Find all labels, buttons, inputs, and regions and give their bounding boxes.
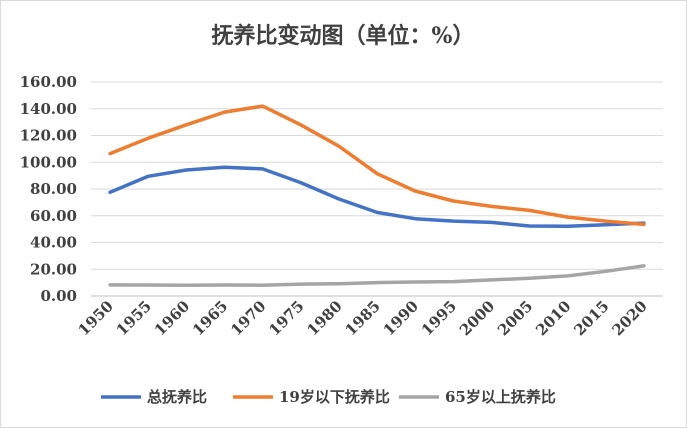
x-tick-label: 2005	[494, 297, 536, 339]
x-tick-label: 2000	[456, 297, 498, 339]
x-axis-ticks: 1950195519601965197019751980198519901995…	[75, 297, 651, 339]
y-tick-label: 140.00	[20, 100, 77, 118]
y-tick-label: 40.00	[30, 234, 77, 252]
x-tick-label: 1950	[75, 297, 117, 339]
legend-label: 65岁以上抚养比	[445, 388, 556, 406]
x-tick-label: 1975	[265, 297, 307, 339]
x-tick-label: 2015	[570, 297, 612, 339]
legend: 总抚养比 19岁以下抚养比 65岁以上抚养比	[101, 388, 556, 406]
x-tick-label: 1965	[189, 297, 231, 339]
x-tick-label: 2010	[532, 297, 574, 339]
y-tick-label: 120.00	[20, 127, 77, 145]
legend-label: 总抚养比	[147, 388, 207, 406]
y-tick-label: 80.00	[30, 180, 77, 198]
y-axis-ticks: 0.00 20.00 40.00 60.00 80.00 100.00 120.00 140.…	[20, 73, 77, 305]
x-tick-label: 1970	[227, 297, 269, 339]
x-tick-label: 1980	[303, 297, 345, 339]
chart-title: 抚养比变动图（单位：%）	[212, 23, 475, 49]
y-tick-label: 20.00	[30, 260, 77, 278]
x-tick-label: 2020	[609, 297, 651, 339]
x-tick-label: 1960	[151, 297, 193, 339]
gridlines	[91, 81, 663, 297]
y-tick-label: 100.00	[20, 153, 77, 171]
y-tick-label: 0.00	[40, 287, 77, 305]
x-tick-label: 1985	[342, 297, 384, 339]
series-lines	[108, 104, 646, 287]
x-tick-label: 1990	[380, 297, 422, 339]
series-line-0	[108, 165, 646, 229]
series-line-2	[108, 264, 646, 287]
x-tick-label: 1995	[418, 297, 460, 339]
y-tick-label: 160.00	[20, 73, 77, 91]
series-line-1	[108, 104, 646, 227]
y-tick-label: 60.00	[30, 207, 77, 225]
x-tick-label: 1955	[113, 297, 155, 339]
legend-label: 19岁以下抚养比	[279, 388, 390, 406]
